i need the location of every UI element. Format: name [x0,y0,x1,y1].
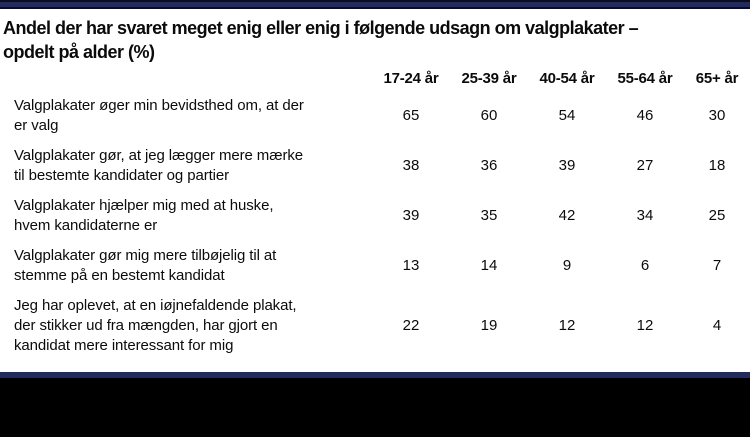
cell-value: 22 [402,317,420,334]
cell-value: 42 [558,207,576,224]
cell-value: 46 [636,107,654,124]
cell-value: 6 [640,257,650,274]
bottom-accent-line [0,372,750,378]
survey-table: 17-24 år 25-39 år 40-54 år 55-64 år 65+ … [0,68,750,361]
cell-value: 7 [712,257,722,274]
table-row: Valgplakater hjælper mig med at huske, h… [0,191,750,241]
cell-value: 36 [480,157,498,174]
header-row: 17-24 år 25-39 år 40-54 år 55-64 år 65+ … [0,68,750,91]
row-label: Valgplakater gør, at jeg lægger mere mær… [14,146,303,184]
cell-value: 39 [558,157,576,174]
page-title: Andel der har svaret meget enig eller en… [3,18,639,62]
cell-value: 65 [402,107,420,124]
cell-value: 19 [480,317,498,334]
cell-value: 39 [402,207,420,224]
cell-value: 13 [402,257,420,274]
column-header-age-17-24: 17-24 år [383,69,439,87]
cell-value: 35 [480,207,498,224]
cell-value: 27 [636,157,654,174]
cell-value: 9 [562,257,572,274]
table-row: Valgplakater gør, at jeg lægger mere mær… [0,141,750,191]
cell-value: 54 [558,107,576,124]
cell-value: 18 [708,157,726,174]
row-label: Valgplakater øger min bevidsthed om, at … [14,96,304,134]
cell-value: 30 [708,107,726,124]
cell-value: 12 [636,317,654,334]
column-header-age-65plus: 65+ år [695,69,739,87]
bottom-black-band [0,378,750,437]
top-accent-bar [0,0,750,9]
cell-value: 12 [558,317,576,334]
row-label: Jeg har oplevet, at en iøjnefaldende pla… [14,296,297,354]
cell-value: 38 [402,157,420,174]
cell-value: 34 [636,207,654,224]
column-header-age-55-64: 55-64 år [617,69,673,87]
cell-value: 25 [708,207,726,224]
column-header-blank [0,68,372,91]
column-header-age-25-39: 25-39 år [461,69,517,87]
row-label: Valgplakater gør mig mere tilbøjelig til… [14,246,277,284]
cell-value: 14 [480,257,498,274]
table-row: Valgplakater gør mig mere tilbøjelig til… [0,241,750,291]
row-label: Valgplakater hjælper mig med at huske, h… [14,196,274,234]
cell-value: 4 [712,317,722,334]
table-row: Valgplakater øger min bevidsthed om, at … [0,91,750,141]
cell-value: 60 [480,107,498,124]
table-row: Jeg har oplevet, at en iøjnefaldende pla… [0,291,750,361]
column-header-age-40-54: 40-54 år [539,69,595,87]
